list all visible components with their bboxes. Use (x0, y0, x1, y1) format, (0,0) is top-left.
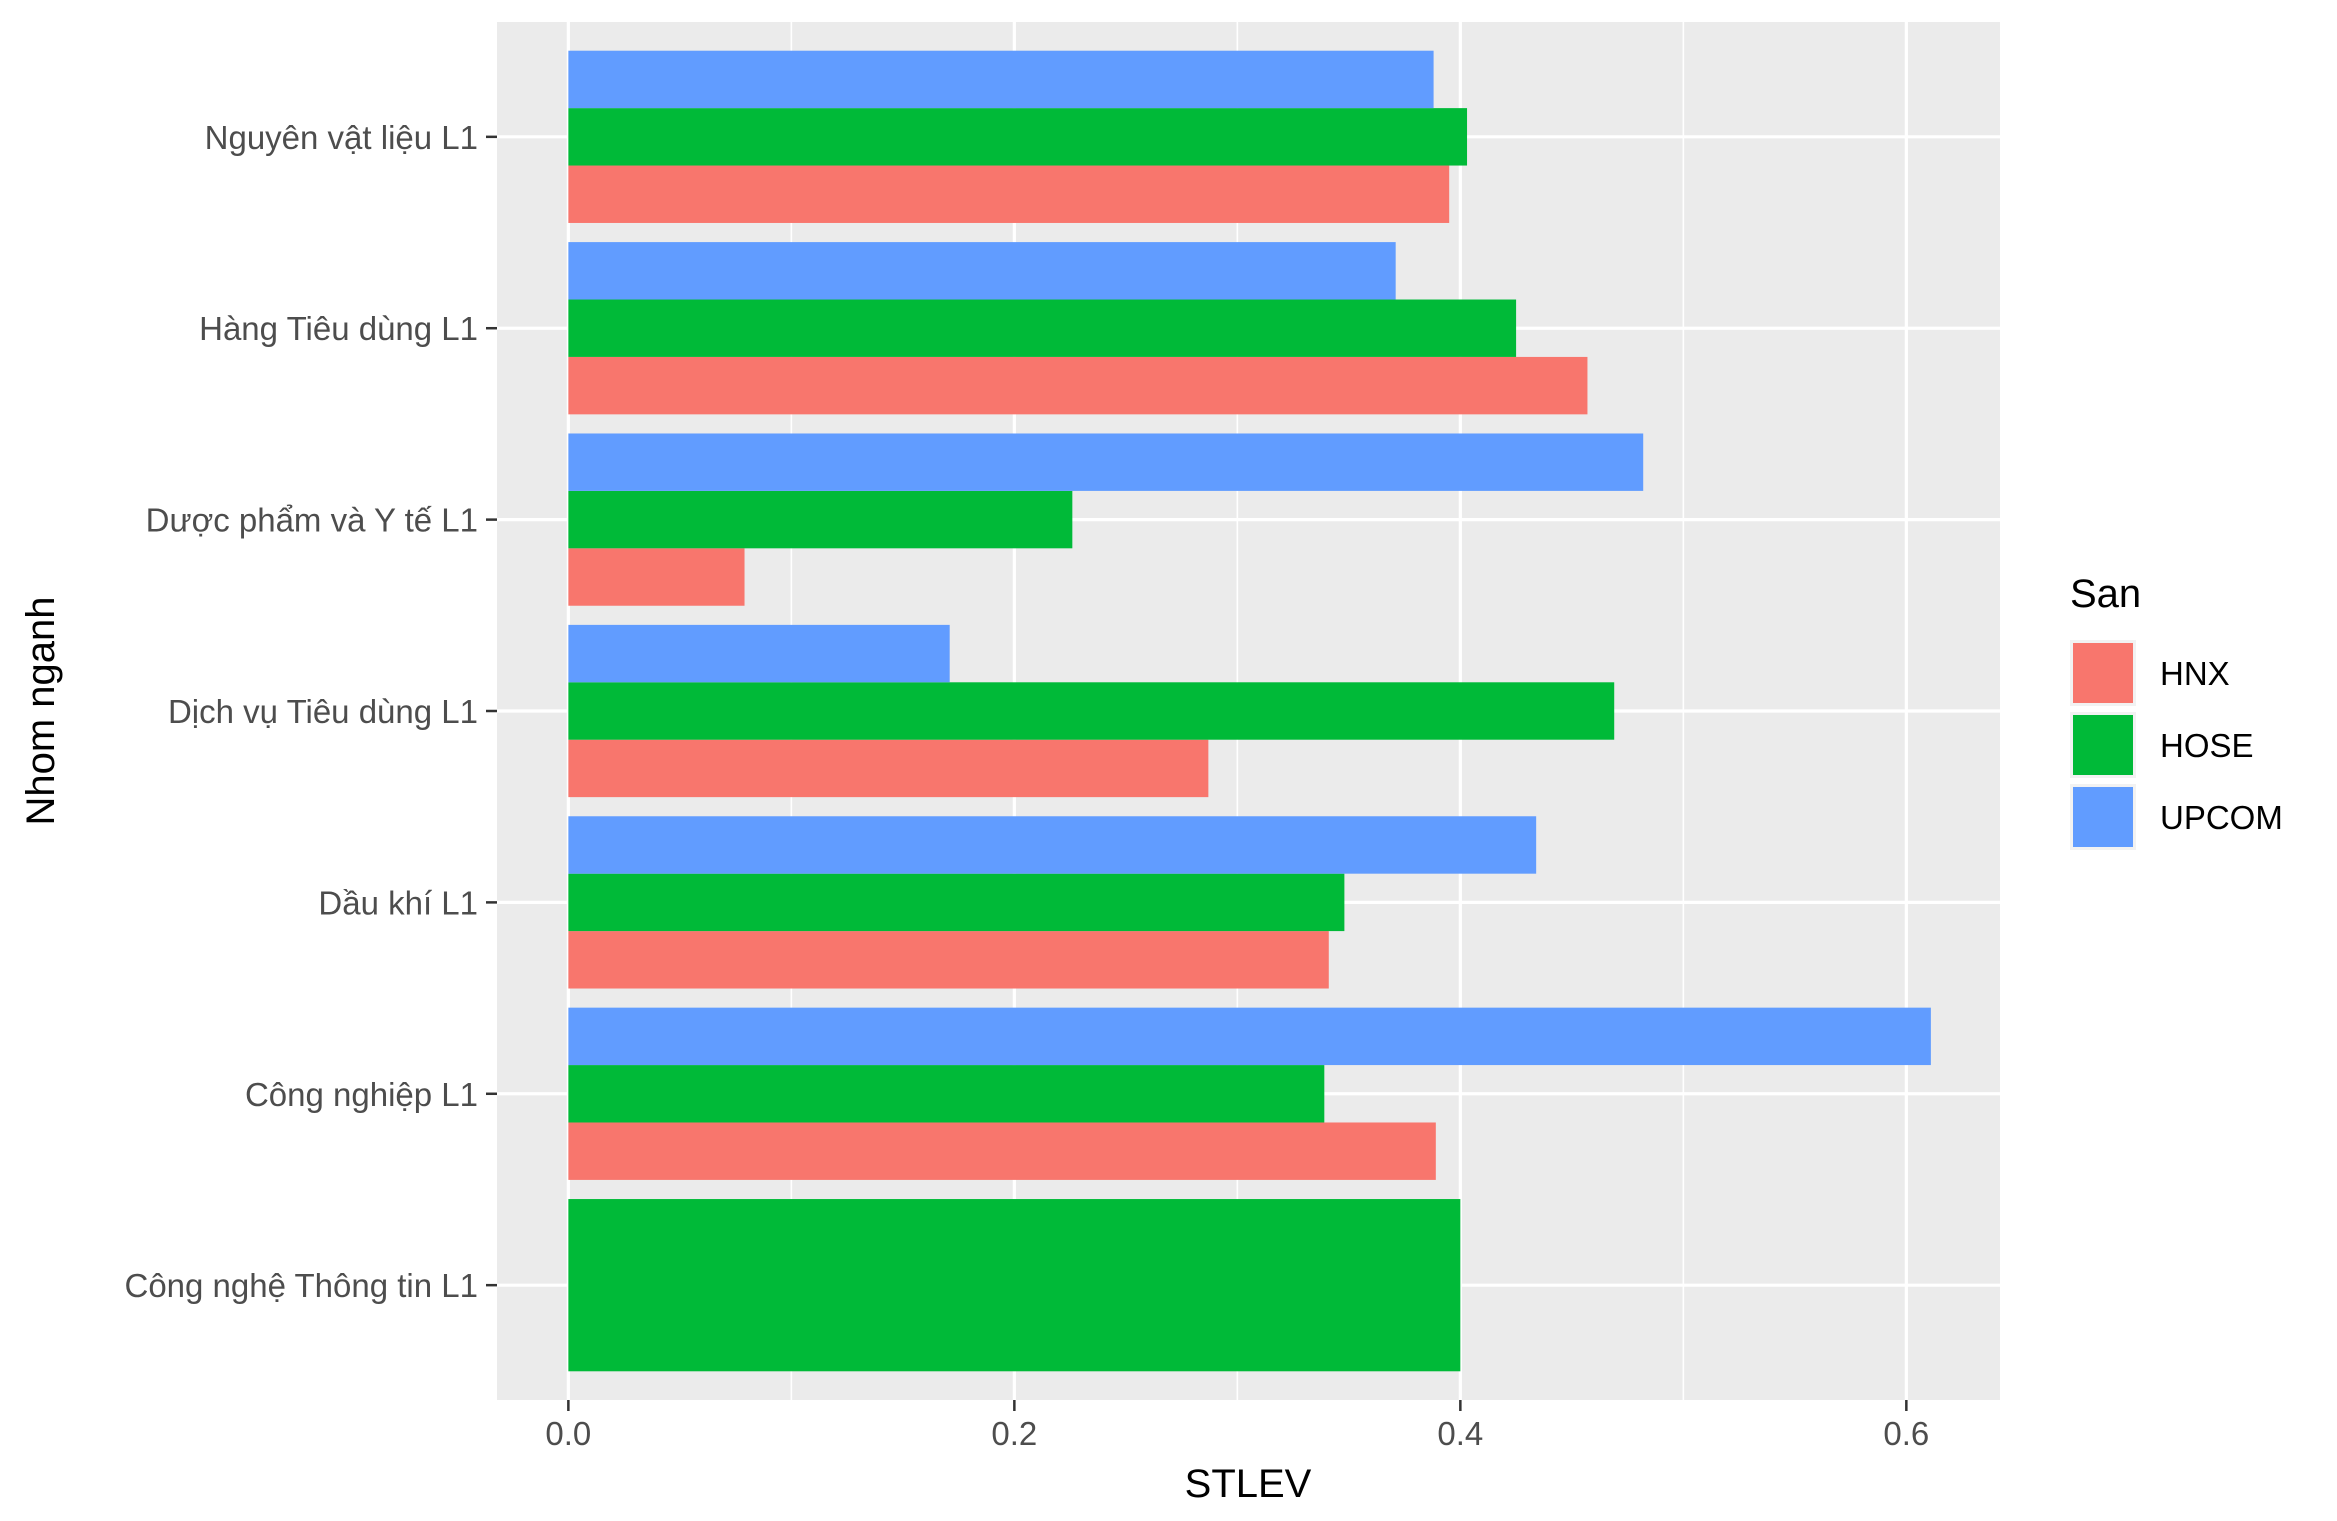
legend-key-hnx (2073, 643, 2133, 703)
legend-key-upcom (2073, 787, 2133, 847)
legend: San HNX HOSE UPCOM (2070, 572, 2283, 850)
bar-upcom-1 (568, 1007, 1931, 1066)
legend-label-hose: HOSE (2160, 727, 2254, 764)
y-tick-label-3: Dịch vụ Tiêu dùng L1 (168, 693, 478, 730)
bar-upcom-6 (568, 50, 1434, 109)
y-tick-label-1: Công nghiệp L1 (245, 1076, 478, 1113)
y-tick-label-4: Dược phẩm và Y tế L1 (146, 502, 478, 539)
y-tick-label-0: Công nghệ Thông tin L1 (124, 1267, 478, 1304)
bar-hose-6 (568, 108, 1468, 166)
bars (568, 50, 1931, 1372)
bar-hnx-5 (568, 356, 1588, 415)
y-tick-label-5: Hàng Tiêu dùng L1 (199, 310, 478, 347)
bar-hose-3 (568, 682, 1615, 740)
bar-hose-0 (568, 1199, 1461, 1372)
legend-label-upcom: UPCOM (2160, 799, 2283, 836)
bar-upcom-2 (568, 816, 1537, 874)
bar-upcom-5 (568, 242, 1396, 300)
bar-hose-4 (568, 490, 1073, 549)
bar-hose-1 (568, 1065, 1325, 1123)
y-axis: Công nghệ Thông tin L1 Công nghiệp L1 Dầu … (124, 119, 497, 1304)
x-tick-label-1: 0.2 (991, 1415, 1037, 1452)
x-tick-label-3: 0.6 (1883, 1415, 1929, 1452)
bar-hnx-3 (568, 739, 1209, 798)
bar-hnx-6 (568, 165, 1450, 223)
bar-hose-5 (568, 299, 1517, 357)
legend-key-hose (2073, 715, 2133, 775)
x-axis: 0.0 0.2 0.4 0.6 (545, 1400, 1929, 1452)
x-axis-title: STLEV (1185, 1462, 1312, 1506)
legend-label-hnx: HNX (2160, 655, 2230, 692)
bar-upcom-3 (568, 624, 950, 683)
y-tick-label-6: Nguyên vật liệu L1 (205, 119, 478, 156)
bar-hnx-4 (568, 548, 745, 606)
bar-hose-2 (568, 873, 1345, 932)
bar-hnx-2 (568, 931, 1329, 989)
bar-hnx-1 (568, 1122, 1436, 1180)
y-axis-title: Nhom nganh (19, 596, 63, 825)
x-tick-label-0: 0.0 (545, 1415, 591, 1452)
y-tick-label-2: Dầu khí L1 (318, 884, 478, 921)
x-tick-label-2: 0.4 (1437, 1415, 1483, 1452)
bar-upcom-4 (568, 433, 1644, 491)
legend-title: San (2070, 572, 2141, 616)
